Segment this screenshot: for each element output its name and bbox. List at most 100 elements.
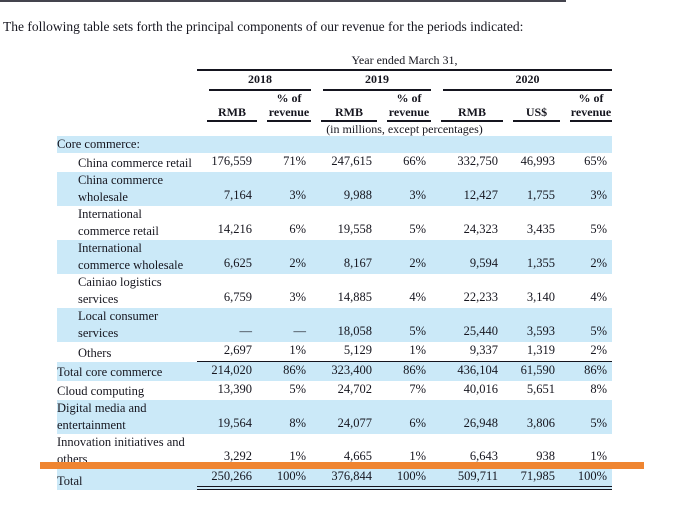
revenue-table: Year ended March 31, 2018 2019 2020: [57, 51, 612, 490]
table-row: Total core commerce 214,020 86% 323,400 86% 4…: [57, 361, 612, 381]
value-cell: 9,337: [431, 342, 503, 362]
cell-value: 214,020: [211, 362, 252, 377]
cell-value: 8,167: [343, 255, 372, 270]
cell-value: 18,058: [337, 323, 372, 338]
cell-value: 9,594: [469, 255, 498, 270]
cell-value: 7%: [409, 381, 426, 396]
value-cell: 436,104: [431, 362, 503, 381]
value-cell: 71,985: [503, 468, 560, 490]
row-label: Cainiao logistics services: [78, 274, 162, 306]
cell-value: 3%: [289, 289, 306, 304]
cell-value: 65%: [584, 153, 607, 168]
value-cell: 100%: [257, 468, 311, 490]
value-cell: 5%: [560, 206, 612, 240]
value-cell: 5,651: [503, 381, 560, 400]
cell-value: 100%: [560, 468, 612, 490]
value-cell: 19,564: [197, 400, 257, 434]
value-cell: 3,593: [503, 308, 560, 342]
table-row: Local consumer services — — 18,058 5% 25,440 3…: [57, 307, 612, 342]
value-cell: 6,759: [197, 274, 257, 308]
value-cell: 86%: [560, 362, 612, 381]
cell-value: 5%: [590, 323, 607, 338]
value-cell: [431, 136, 503, 153]
value-cell: 4%: [377, 274, 431, 308]
value-cell: 18,058: [311, 308, 377, 342]
cell-value: 86%: [403, 362, 426, 377]
year-row: 2018 2019 2020: [57, 70, 612, 91]
cell-value: 24,077: [337, 415, 372, 430]
col-header-pct-2018: % of revenue: [257, 91, 311, 122]
row-label: Core commerce:: [57, 136, 140, 151]
row-label: Others: [78, 345, 112, 360]
cell-value: 8%: [289, 415, 306, 430]
cell-value: 100%: [377, 468, 431, 490]
row-label: Cloud computing: [57, 383, 145, 398]
value-cell: 2%: [560, 342, 612, 362]
value-cell: 214,020: [197, 362, 257, 381]
value-cell: 3%: [377, 172, 431, 206]
cell-value: —: [293, 323, 307, 338]
cell-value: 436,104: [457, 362, 498, 377]
cell-value: 24,702: [337, 381, 372, 396]
cell-value: 509,711: [431, 468, 503, 490]
value-cell: 66%: [377, 153, 431, 172]
cell-value: 9,337: [431, 342, 503, 362]
value-cell: 3%: [257, 274, 311, 308]
value-cell: 46,993: [503, 153, 560, 172]
col-header-pct-2020: % of revenue: [560, 91, 612, 122]
value-cell: 332,750: [431, 153, 503, 172]
spanner-heading: Year ended March 31,: [197, 51, 612, 71]
cell-value: 100%: [257, 468, 311, 490]
value-cell: 100%: [560, 468, 612, 490]
orange-highlight-bar: [40, 461, 644, 469]
cell-value: 250,266: [197, 468, 257, 490]
row-label: Digital media and entertainment: [57, 400, 147, 432]
revenue-table-container: Year ended March 31, 2018 2019 2020: [0, 51, 688, 490]
cell-value: 46,993: [520, 153, 555, 168]
row-label: Total core commerce: [57, 364, 163, 379]
value-cell: [560, 136, 612, 153]
value-cell: 3%: [560, 172, 612, 206]
cell-value: 3%: [590, 187, 607, 202]
value-cell: 2%: [257, 240, 311, 274]
value-cell: 40,016: [431, 381, 503, 400]
value-cell: 14,885: [311, 274, 377, 308]
value-cell: 6,625: [197, 240, 257, 274]
cell-value: 3,140: [526, 289, 555, 304]
revenue-table-body: Core commerce: China commerce retail 176,5…: [57, 135, 612, 490]
value-cell: [503, 136, 560, 153]
cell-value: 5%: [590, 415, 607, 430]
value-cell: 61,590: [503, 362, 560, 381]
value-cell: 323,400: [311, 362, 377, 381]
cell-value: 1,319: [503, 342, 560, 362]
table-row: Total 250,266 100% 376,844 100% 509,711 71,985…: [57, 467, 612, 490]
table-row: International commerce wholesale 6,625 2% 8…: [57, 239, 612, 274]
col-header-bottom: RMB: [207, 105, 257, 122]
row-label: International commerce wholesale: [78, 240, 184, 272]
cell-value: 22,233: [463, 289, 498, 304]
cell-value: 40,016: [463, 381, 498, 396]
cell-value: 3,806: [526, 415, 555, 430]
value-cell: 176,559: [197, 153, 257, 172]
cell-value: 2%: [560, 342, 612, 362]
intro-paragraph: The following table sets forth the princ…: [3, 18, 524, 34]
row-label: China commerce retail: [78, 155, 192, 170]
table-row: Digital media and entertainment 19,564 8% 2…: [57, 399, 612, 434]
cell-value: 6%: [409, 415, 426, 430]
corner-cell: [57, 70, 197, 91]
value-cell: 24,077: [311, 400, 377, 434]
cell-value: 6%: [289, 221, 306, 236]
cell-value: 2%: [409, 255, 426, 270]
year-label: 2019: [323, 71, 431, 91]
col-header-bottom: revenue: [267, 105, 311, 122]
units-note: (in millions, except percentages): [326, 121, 483, 136]
cell-value: 2,697: [197, 342, 257, 362]
value-cell: 250,266: [197, 468, 257, 490]
value-cell: —: [197, 308, 257, 342]
corner-cell: [57, 52, 197, 70]
cell-value: 3%: [289, 187, 306, 202]
cell-value: 5%: [409, 323, 426, 338]
row-label: International commerce retail: [78, 206, 159, 238]
cell-value: 1,755: [526, 187, 555, 202]
